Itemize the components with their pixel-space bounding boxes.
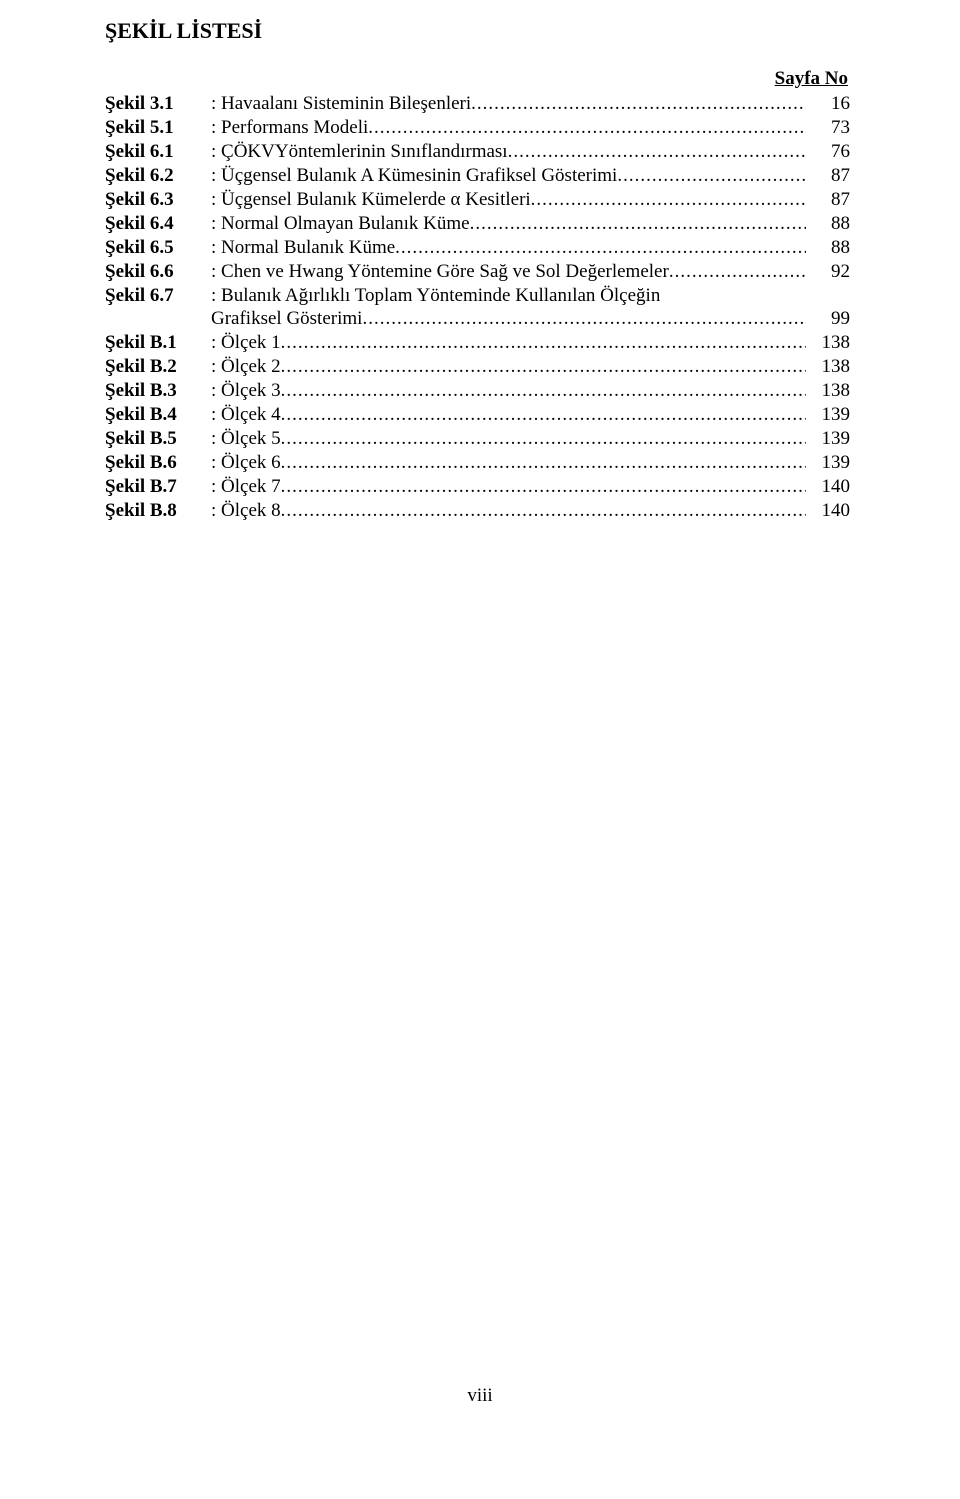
toc-entry: Şekil B.7: Ölçek 7 140: [105, 475, 850, 499]
toc-page-number: 139: [806, 427, 850, 451]
dot-leader: [669, 260, 806, 284]
toc-page-number: 87: [806, 164, 850, 188]
toc-page-number: 99: [806, 307, 850, 331]
toc-description: : Üçgensel Bulanık A Kümesinin Grafiksel…: [211, 164, 617, 188]
dot-leader: [395, 236, 806, 260]
toc-entry-continuation: Grafiksel Gösterimi 99: [105, 307, 850, 331]
toc-page-number: 138: [806, 379, 850, 403]
toc-label: Şekil B.3: [105, 379, 211, 403]
dot-leader: [368, 116, 806, 140]
toc-label: Şekil 5.1: [105, 116, 211, 140]
toc-description: : Ölçek 7: [211, 475, 281, 499]
toc-page-number: 88: [806, 236, 850, 260]
dot-leader: [281, 475, 806, 499]
page-title: ŞEKİL LİSTESİ: [105, 18, 850, 44]
toc-page-number: 139: [806, 403, 850, 427]
toc-entry: Şekil 6.4: Normal Olmayan Bulanık Küme 88: [105, 212, 850, 236]
toc-description: : Normal Olmayan Bulanık Küme: [211, 212, 470, 236]
dot-leader: [362, 307, 806, 331]
toc-description: : Ölçek 5: [211, 427, 281, 451]
toc-page-number: 73: [806, 116, 850, 140]
toc-page-number: 140: [806, 475, 850, 499]
table-of-contents: Şekil 3.1: Havaalanı Sisteminin Bileşenl…: [105, 92, 850, 523]
toc-entry: Şekil B.5: Ölçek 5 139: [105, 427, 850, 451]
toc-label: Şekil 6.2: [105, 164, 211, 188]
toc-page-number: 140: [806, 499, 850, 523]
dot-leader: [281, 331, 806, 355]
toc-description: Grafiksel Gösterimi: [211, 307, 362, 331]
toc-label: Şekil B.1: [105, 331, 211, 355]
column-header-page: Sayfa No: [105, 68, 850, 90]
toc-label: Şekil B.2: [105, 355, 211, 379]
toc-label: Şekil B.8: [105, 499, 211, 523]
toc-description: : Ölçek 8: [211, 499, 281, 523]
toc-page-number: 76: [806, 140, 850, 164]
toc-label: Şekil 6.7: [105, 284, 211, 308]
toc-description: : Performans Modeli: [211, 116, 368, 140]
toc-description: : Ölçek 4: [211, 403, 281, 427]
dot-leader: [508, 140, 806, 164]
toc-page-number: 138: [806, 355, 850, 379]
toc-page-number: 138: [806, 331, 850, 355]
dot-leader: [281, 427, 806, 451]
toc-label: Şekil B.4: [105, 403, 211, 427]
toc-entry: Şekil 6.1: ÇÖKVYöntemlerinin Sınıflandır…: [105, 140, 850, 164]
toc-description: : Üçgensel Bulanık Kümelerde α Kesitleri: [211, 188, 531, 212]
toc-label: Şekil 3.1: [105, 92, 211, 116]
toc-page-number: 88: [806, 212, 850, 236]
toc-entry: Şekil B.8: Ölçek 8 140: [105, 499, 850, 523]
toc-entry: Şekil B.6: Ölçek 6 139: [105, 451, 850, 475]
toc-description: : ÇÖKVYöntemlerinin Sınıflandırması: [211, 140, 508, 164]
toc-label: Şekil 6.6: [105, 260, 211, 284]
toc-page-number: 92: [806, 260, 850, 284]
toc-entry: Şekil 6.7: Bulanık Ağırlıklı Toplam Yönt…: [105, 284, 850, 308]
dot-leader: [470, 212, 806, 236]
dot-leader: [281, 499, 806, 523]
toc-description: : Ölçek 2: [211, 355, 281, 379]
toc-entry: Şekil 6.6: Chen ve Hwang Yöntemine Göre …: [105, 260, 850, 284]
dot-leader: [471, 92, 806, 116]
toc-description: : Normal Bulanık Küme: [211, 236, 395, 260]
toc-description: : Bulanık Ağırlıklı Toplam Yönteminde Ku…: [211, 284, 660, 308]
toc-label: Şekil 6.3: [105, 188, 211, 212]
toc-entry: Şekil B.2: Ölçek 2 138: [105, 355, 850, 379]
toc-label: Şekil B.6: [105, 451, 211, 475]
toc-entry: Şekil 6.5: Normal Bulanık Küme 88: [105, 236, 850, 260]
page-number-footer: viii: [0, 1385, 960, 1407]
toc-entry: Şekil B.3: Ölçek 3 138: [105, 379, 850, 403]
toc-description: : Havaalanı Sisteminin Bileşenleri: [211, 92, 471, 116]
dot-leader: [281, 379, 806, 403]
toc-entry: Şekil B.1: Ölçek 1 138: [105, 331, 850, 355]
toc-description: : Chen ve Hwang Yöntemine Göre Sağ ve So…: [211, 260, 669, 284]
dot-leader: [281, 355, 806, 379]
toc-page-number: 87: [806, 188, 850, 212]
toc-entry: Şekil 5.1: Performans Modeli 73: [105, 116, 850, 140]
toc-description: : Ölçek 3: [211, 379, 281, 403]
toc-page-number: 16: [806, 92, 850, 116]
toc-description: : Ölçek 1: [211, 331, 281, 355]
dot-leader: [531, 188, 806, 212]
toc-entry: Şekil 3.1: Havaalanı Sisteminin Bileşenl…: [105, 92, 850, 116]
toc-label: Şekil 6.4: [105, 212, 211, 236]
toc-label: Şekil 6.1: [105, 140, 211, 164]
toc-page-number: 139: [806, 451, 850, 475]
toc-entry: Şekil 6.3: Üçgensel Bulanık Kümelerde α …: [105, 188, 850, 212]
toc-description: : Ölçek 6: [211, 451, 281, 475]
toc-label: Şekil 6.5: [105, 236, 211, 260]
dot-leader: [281, 403, 806, 427]
toc-label: Şekil B.5: [105, 427, 211, 451]
toc-entry: Şekil B.4: Ölçek 4 139: [105, 403, 850, 427]
dot-leader: [617, 164, 806, 188]
toc-label: Şekil B.7: [105, 475, 211, 499]
toc-entry: Şekil 6.2: Üçgensel Bulanık A Kümesinin …: [105, 164, 850, 188]
dot-leader: [281, 451, 806, 475]
